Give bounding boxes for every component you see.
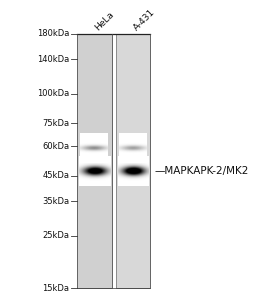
- Text: 35kDa: 35kDa: [42, 197, 69, 206]
- Text: 140kDa: 140kDa: [37, 55, 69, 64]
- Text: 75kDa: 75kDa: [42, 119, 69, 128]
- Text: 25kDa: 25kDa: [42, 231, 69, 240]
- Text: 60kDa: 60kDa: [42, 142, 69, 151]
- Text: HeLa: HeLa: [93, 10, 116, 32]
- Text: 180kDa: 180kDa: [37, 29, 69, 38]
- Text: 15kDa: 15kDa: [42, 284, 69, 292]
- Text: —MAPKAPK-2/MK2: —MAPKAPK-2/MK2: [155, 166, 249, 176]
- Text: A-431: A-431: [132, 7, 157, 32]
- Text: 45kDa: 45kDa: [42, 171, 69, 180]
- Bar: [77, 34, 111, 288]
- Text: 100kDa: 100kDa: [37, 89, 69, 98]
- Bar: [116, 34, 150, 288]
